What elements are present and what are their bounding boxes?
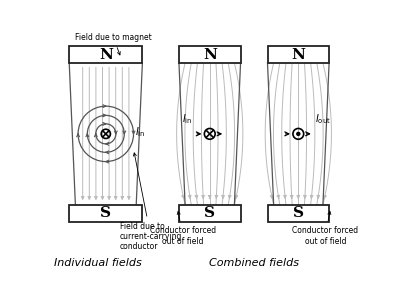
Text: N: N bbox=[99, 48, 113, 61]
Text: Combined fields: Combined fields bbox=[209, 258, 299, 268]
Circle shape bbox=[297, 132, 300, 135]
Bar bbox=[267, 205, 329, 222]
Bar bbox=[179, 46, 241, 63]
Text: Conductor forced
out of field: Conductor forced out of field bbox=[292, 212, 358, 246]
Text: $I_{\rm out}$: $I_{\rm out}$ bbox=[315, 112, 331, 126]
Bar bbox=[267, 46, 329, 63]
Bar bbox=[69, 46, 142, 63]
Text: Field due to
current-carrying
conductor: Field due to current-carrying conductor bbox=[120, 153, 182, 251]
Text: S: S bbox=[293, 206, 304, 220]
Text: S: S bbox=[100, 206, 111, 220]
Text: Field due to magnet: Field due to magnet bbox=[75, 33, 152, 55]
Text: N: N bbox=[292, 48, 305, 61]
Bar bbox=[69, 205, 142, 222]
Text: $I_{\rm in}$: $I_{\rm in}$ bbox=[135, 126, 146, 139]
Bar bbox=[179, 205, 241, 222]
Text: Conductor forced
out of field: Conductor forced out of field bbox=[150, 212, 216, 246]
Text: N: N bbox=[203, 48, 217, 61]
Text: Individual fields: Individual fields bbox=[54, 258, 142, 268]
Text: S: S bbox=[204, 206, 215, 220]
Text: $I_{\rm in}$: $I_{\rm in}$ bbox=[182, 112, 193, 126]
